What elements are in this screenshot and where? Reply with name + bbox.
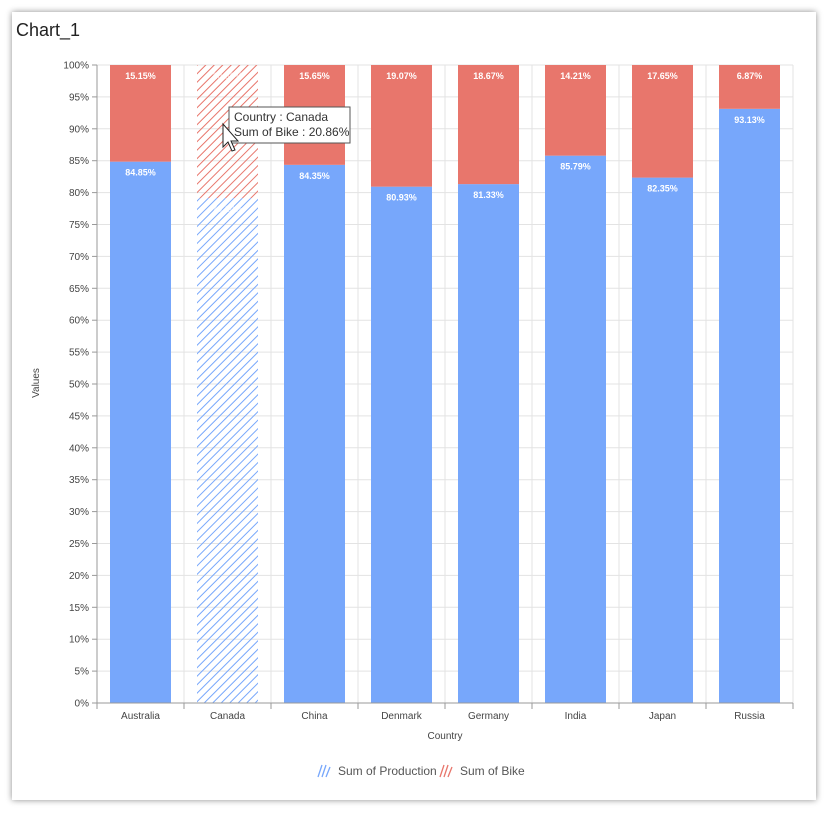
axes: 0% 5% 10% 15% 20% 25% 30% 35% 40% 45% 50% 55% 60% 65%… bbox=[63, 61, 794, 722]
y-tick-label: 85% bbox=[69, 156, 89, 167]
y-tick-label: 100% bbox=[63, 61, 89, 72]
data-label: 18.67% bbox=[473, 71, 504, 81]
tooltip-line-2: Sum of Bike : 20.86% bbox=[234, 125, 350, 139]
bar-bike-australia[interactable] bbox=[110, 65, 171, 162]
y-tick-label: 75% bbox=[69, 220, 89, 231]
legend-hatch-icon bbox=[439, 764, 453, 778]
y-tick-label: 25% bbox=[69, 539, 89, 550]
x-tick-label: India bbox=[565, 711, 587, 722]
y-tick-label: 55% bbox=[69, 348, 89, 359]
y-tick-label: 65% bbox=[69, 284, 89, 295]
widget-title: Chart_1 bbox=[16, 20, 81, 40]
y-tick-label: 45% bbox=[69, 411, 89, 422]
data-label: 6.87% bbox=[737, 71, 763, 81]
data-label: 84.85% bbox=[125, 168, 156, 178]
y-tick-label: 60% bbox=[69, 316, 89, 327]
x-tick-label: Australia bbox=[121, 711, 160, 722]
y-tick-label: 15% bbox=[69, 603, 89, 614]
x-tick-label: Japan bbox=[649, 711, 676, 722]
bar-production-canada[interactable] bbox=[197, 198, 258, 704]
data-label: 14.21% bbox=[560, 71, 591, 81]
y-tick-label: 90% bbox=[69, 124, 89, 135]
bar-bike-india[interactable] bbox=[545, 65, 606, 156]
y-tick-label: 95% bbox=[69, 92, 89, 103]
bar-production-china[interactable] bbox=[284, 164, 345, 704]
legend-label: Sum of Bike bbox=[460, 764, 525, 778]
bar-production-australia[interactable] bbox=[110, 161, 171, 704]
data-label: 80.93% bbox=[386, 193, 417, 203]
bar-bike-denmark[interactable] bbox=[371, 65, 432, 187]
y-tick-label: 35% bbox=[69, 475, 89, 486]
bar-bike-japan[interactable] bbox=[632, 65, 693, 178]
bar-production-denmark[interactable] bbox=[371, 186, 432, 703]
data-label: 82.35% bbox=[647, 184, 678, 194]
bar-production-india[interactable] bbox=[545, 155, 606, 704]
data-labels: 84.85% 15.15% 79.14% 20.86% 84.35% 15.65% 80.9… bbox=[125, 71, 765, 214]
data-label: 79.14% bbox=[212, 204, 243, 214]
y-tick-label: 50% bbox=[69, 380, 89, 391]
x-axis-title: Country bbox=[427, 731, 462, 742]
x-tick-label: Denmark bbox=[381, 711, 423, 722]
data-label: 20.86% bbox=[212, 71, 243, 81]
legend-item-production[interactable]: Sum of Production bbox=[317, 764, 437, 778]
data-label: 84.35% bbox=[299, 171, 330, 181]
y-tick-label: 30% bbox=[69, 507, 89, 518]
legend: Sum of Production Sum of Bike bbox=[317, 764, 525, 778]
x-tick-label: Russia bbox=[734, 711, 765, 722]
data-label: 81.33% bbox=[473, 190, 504, 200]
legend-hatch-icon bbox=[317, 764, 331, 778]
chart-widget: Chart_1 84.85% 15.15% 79.14% 20.86% 84.35% 15… bbox=[12, 12, 816, 800]
x-tick-label: Canada bbox=[210, 711, 245, 722]
tooltip: Country : Canada Sum of Bike : 20.86% bbox=[222, 106, 351, 152]
y-tick-label: 20% bbox=[69, 571, 89, 582]
y-axis-title: Values bbox=[31, 368, 42, 398]
x-tick-label: China bbox=[301, 711, 328, 722]
bar-bike-germany[interactable] bbox=[458, 65, 519, 185]
data-label: 85.79% bbox=[560, 162, 591, 172]
y-tick-label: 5% bbox=[75, 667, 90, 678]
legend-item-bike[interactable]: Sum of Bike bbox=[439, 764, 525, 778]
y-tick-label: 70% bbox=[69, 252, 89, 263]
y-tick-label: 40% bbox=[69, 443, 89, 454]
y-tick-label: 10% bbox=[69, 635, 89, 646]
data-label: 15.65% bbox=[299, 71, 330, 81]
y-tick-label: 80% bbox=[69, 188, 89, 199]
stacked-bar-chart: 84.85% 15.15% 79.14% 20.86% 84.35% 15.65% 80.9… bbox=[31, 61, 794, 778]
cursor-icon bbox=[222, 122, 240, 152]
data-label: 19.07% bbox=[386, 71, 417, 81]
data-label: 15.15% bbox=[125, 71, 156, 81]
data-label: 17.65% bbox=[647, 71, 678, 81]
y-tick-label: 0% bbox=[75, 699, 90, 710]
x-tick-label: Germany bbox=[468, 711, 509, 722]
tooltip-line-1: Country : Canada bbox=[234, 110, 328, 124]
bar-production-germany[interactable] bbox=[458, 184, 519, 703]
bar-bike-russia[interactable] bbox=[719, 65, 780, 109]
bars bbox=[110, 65, 780, 704]
data-label: 93.13% bbox=[734, 115, 765, 125]
bar-production-japan[interactable] bbox=[632, 177, 693, 703]
legend-label: Sum of Production bbox=[338, 764, 437, 778]
bar-production-russia[interactable] bbox=[719, 108, 780, 704]
